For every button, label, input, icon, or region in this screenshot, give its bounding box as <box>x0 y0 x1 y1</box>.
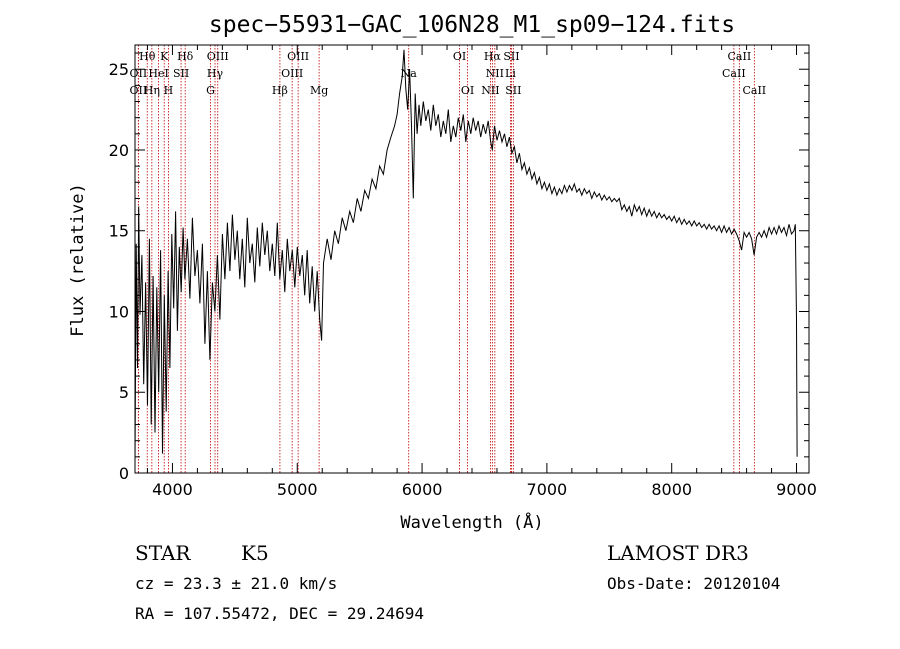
x-tick-label: 7000 <box>527 480 568 499</box>
line-label: OII <box>130 84 148 97</box>
spectrum-line <box>134 49 798 465</box>
line-label: OI <box>461 84 474 97</box>
line-label: HeI <box>148 67 168 80</box>
x-tick-label: 8000 <box>651 480 692 499</box>
redshift-velocity: cz = 23.3 ± 21.0 km/s <box>135 574 338 593</box>
line-label: Hθ <box>139 50 156 63</box>
line-label: G <box>206 84 215 97</box>
x-tick-label: 6000 <box>402 480 443 499</box>
x-tick-label: 5000 <box>277 480 318 499</box>
line-label: CaII <box>722 67 746 80</box>
line-label: K <box>160 50 169 63</box>
y-tick-label: 5 <box>119 383 129 402</box>
spectral-line-markers <box>137 45 755 473</box>
y-axis: 0 5 10 15 20 25 <box>109 52 809 483</box>
line-label: Hη <box>144 84 160 97</box>
line-label: SII <box>505 84 521 97</box>
line-label: OII <box>130 67 148 80</box>
line-label: H <box>164 84 174 97</box>
line-label: Li <box>505 67 516 80</box>
y-tick-label: 15 <box>109 222 129 241</box>
line-label: SII <box>503 50 519 63</box>
line-label: OI <box>453 50 466 63</box>
survey-name: LAMOST DR3 <box>607 541 749 565</box>
object-subclass: K5 <box>241 541 269 565</box>
line-label: Hβ <box>272 84 288 97</box>
chart-title: spec−55931−GAC_106N28_M1_sp09−124.fits <box>209 12 735 38</box>
line-label: Hγ <box>207 67 224 80</box>
line-label: Hδ <box>177 50 194 63</box>
observation-date: Obs-Date: 20120104 <box>607 574 781 593</box>
line-label: OIII <box>207 50 229 63</box>
line-label: OIII <box>287 50 309 63</box>
line-label: CaII <box>742 84 766 97</box>
x-axis-label: Wavelength (Å) <box>400 511 543 533</box>
line-label: Mg <box>310 84 328 97</box>
spectral-line-labels: HθOIIOIIHηHeIKHSIIHδGHγOIIIHβOIIIOIIIMgN… <box>130 50 767 97</box>
ra-dec-coordinates: RA = 107.55472, DEC = 29.24694 <box>135 604 424 623</box>
line-label: NII <box>486 67 504 80</box>
y-tick-label: 0 <box>119 464 129 483</box>
line-label: SII <box>173 67 189 80</box>
object-class: STAR <box>135 541 191 565</box>
x-axis: 4000 5000 6000 7000 8000 9000 <box>146 45 817 499</box>
x-tick-label: 4000 <box>152 480 193 499</box>
y-axis-label: Flux (relative) <box>68 183 88 337</box>
y-tick-label: 10 <box>109 302 129 321</box>
line-label: NII <box>481 84 499 97</box>
line-label: CaII <box>728 50 752 63</box>
x-tick-label: 9000 <box>776 480 817 499</box>
y-tick-label: 20 <box>109 141 129 160</box>
line-label: Hα <box>484 50 502 63</box>
y-tick-label: 25 <box>109 60 129 79</box>
line-label: OIII <box>281 67 303 80</box>
plot-frame <box>134 44 810 474</box>
